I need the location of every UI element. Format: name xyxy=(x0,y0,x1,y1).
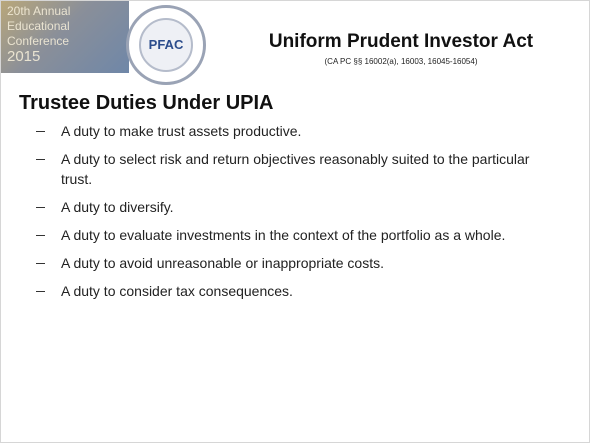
bullet-item: A duty to avoid unreasonable or inapprop… xyxy=(36,253,536,273)
bullet-item: A duty to diversify. xyxy=(36,197,536,217)
seal-inner: PFAC xyxy=(139,18,193,72)
bullet-dash xyxy=(36,159,45,160)
bullet-text: A duty to diversify. xyxy=(61,199,174,215)
logo-line: Educational xyxy=(7,20,70,32)
bullet-text: A duty to evaluate investments in the co… xyxy=(61,227,505,243)
bullet-item: A duty to select risk and return objecti… xyxy=(36,149,536,189)
subtitle: (CA PC §§ 16002(a), 16003, 16045-16054) xyxy=(226,57,576,66)
bullet-dash xyxy=(36,263,45,264)
bullet-text: A duty to avoid unreasonable or inapprop… xyxy=(61,255,384,271)
bullet-text: A duty to consider tax consequences. xyxy=(61,283,293,299)
bullet-list: A duty to make trust assets productive. A… xyxy=(36,121,536,309)
bullet-dash xyxy=(36,207,45,208)
bullet-item: A duty to consider tax consequences. xyxy=(36,281,536,301)
page: 20th Annual Educational Conference 2015 … xyxy=(0,0,590,443)
logo-line: 2015 xyxy=(7,51,40,63)
pfac-seal: PFAC xyxy=(126,5,206,85)
bullet-dash xyxy=(36,235,45,236)
logo-line: Conference xyxy=(7,35,69,47)
bullet-dash xyxy=(36,291,45,292)
heading: Trustee Duties Under UPIA xyxy=(19,92,274,115)
bullet-text: A duty to make trust assets productive. xyxy=(61,123,301,139)
slide: 20th Annual Educational Conference 2015 … xyxy=(0,0,590,443)
conference-logo: 20th Annual Educational Conference 2015 xyxy=(1,1,129,73)
badge: PFAC xyxy=(141,37,191,52)
logo-line: 20th Annual xyxy=(7,5,70,17)
bullet-text: A duty to select risk and return objecti… xyxy=(61,151,529,187)
bullet-item: A duty to evaluate investments in the co… xyxy=(36,225,536,245)
bullet-dash xyxy=(36,131,45,132)
title: Uniform Prudent Investor Act xyxy=(226,31,576,53)
bullet-item: A duty to make trust assets productive. xyxy=(36,121,536,141)
